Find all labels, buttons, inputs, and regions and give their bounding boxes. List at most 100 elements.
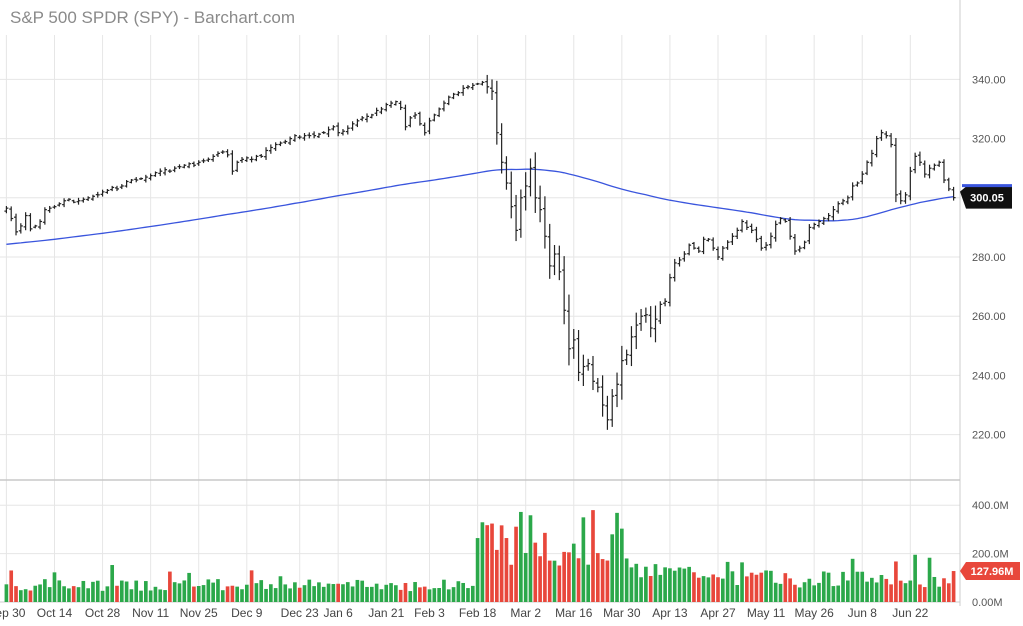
ohlc-bar: [18, 223, 23, 234]
ohlc-bar: [158, 168, 163, 177]
volume-bar: [918, 584, 922, 602]
ohlc-bar: [225, 149, 230, 158]
ohlc-bar: [33, 224, 38, 229]
volume-bar: [845, 580, 850, 602]
ohlc-bar: [571, 329, 576, 359]
ohlc-bar: [153, 171, 158, 177]
volume-bar: [196, 586, 201, 602]
x-tick-label: Apr 27: [700, 606, 736, 620]
ohlc-bar: [841, 198, 846, 206]
volume-bar: [543, 532, 547, 602]
volume-tick-label: 200.0M: [972, 549, 1009, 561]
ohlc-bar: [47, 205, 52, 213]
volume-bar: [485, 525, 490, 602]
volume-bar: [470, 585, 475, 602]
ohlc-bar: [134, 177, 139, 183]
volume-bar: [547, 560, 552, 602]
volume-bar: [946, 583, 951, 602]
ohlc-bar: [355, 118, 360, 128]
ohlc-bar: [461, 85, 466, 96]
volume-bar: [379, 589, 384, 602]
ohlc-bar: [913, 152, 918, 174]
ohlc-bar: [475, 82, 480, 86]
ohlc-bar: [211, 154, 216, 162]
ohlc-bar: [9, 206, 14, 222]
ohlc-bar: [81, 197, 86, 203]
volume-bar: [81, 580, 86, 602]
ohlc-bar: [889, 133, 894, 148]
ohlc-bar: [307, 132, 312, 139]
volume-bar: [302, 585, 307, 602]
ohlc-bar: [456, 91, 461, 97]
volume-bar: [884, 578, 889, 602]
volume-bar: [47, 587, 52, 602]
ohlc-bar: [302, 133, 307, 141]
volume-bar: [177, 583, 182, 602]
volume-bar: [889, 584, 893, 602]
ohlc-bar: [610, 389, 615, 427]
volume-bar: [62, 586, 66, 602]
volume-bar: [850, 558, 855, 602]
ohlc-bar: [66, 198, 71, 202]
volume-bar: [28, 590, 33, 602]
volume-bar: [528, 515, 533, 602]
ohlc-bar: [95, 191, 100, 198]
ohlc-bar: [946, 177, 951, 192]
volume-bar: [269, 584, 273, 602]
volume-bar: [144, 581, 148, 602]
ohlc-bar: [403, 104, 408, 131]
volume-bar: [389, 583, 393, 602]
ohlc-bar: [629, 326, 634, 367]
ohlc-bar: [600, 375, 605, 417]
volume-bar: [446, 589, 451, 602]
volume-bar: [836, 585, 841, 602]
volume-bar: [922, 587, 927, 602]
ohlc-bar: [244, 156, 249, 162]
ohlc-bar: [720, 245, 725, 261]
volume-bar: [735, 584, 740, 602]
ohlc-bar: [648, 306, 653, 338]
ohlc-bar: [206, 157, 211, 163]
ohlc-bar: [350, 121, 355, 131]
ohlc-bar: [393, 100, 398, 106]
ohlc-bar: [187, 162, 192, 169]
ohlc-bar: [687, 243, 692, 256]
ohlc-bar: [951, 186, 956, 201]
volume-bar: [422, 586, 427, 602]
price-tick-label: 240.00: [972, 370, 1006, 382]
ohlc-bar: [369, 113, 374, 119]
volume-bar: [720, 578, 725, 602]
ohlc-bar: [677, 257, 682, 267]
volume-bar: [480, 522, 485, 602]
ohlc-bar: [528, 158, 533, 197]
ohlc-bar: [821, 216, 826, 225]
volume-bar: [769, 570, 773, 602]
ohlc-bar: [196, 160, 201, 166]
volume-bar: [264, 588, 268, 602]
ohlc-bar: [398, 100, 403, 111]
ohlc-bar: [494, 80, 499, 145]
volume-bar: [802, 582, 807, 602]
volume-bar: [312, 586, 316, 602]
volume-bar: [360, 580, 365, 602]
ohlc-bar: [639, 308, 644, 331]
ohlc-bar: [533, 152, 538, 213]
volume-bar: [696, 577, 701, 602]
ohlc-bar: [773, 220, 778, 242]
volume-bar: [634, 563, 639, 602]
ohlc-bar: [643, 307, 648, 323]
ohlc-bar: [816, 219, 821, 228]
ohlc-bar: [379, 106, 384, 115]
volume-bar: [648, 575, 653, 602]
volume-bar: [153, 586, 158, 602]
x-tick-label: Dec 23: [281, 606, 319, 620]
volume-bar: [658, 574, 663, 602]
ohlc-bar: [331, 125, 336, 131]
volume-bar: [567, 552, 571, 602]
volume-bar: [95, 580, 100, 602]
volume-bar: [778, 583, 783, 602]
volume-bar: [557, 565, 562, 602]
ohlc-bar: [167, 169, 172, 173]
ohlc-bar: [14, 213, 19, 236]
